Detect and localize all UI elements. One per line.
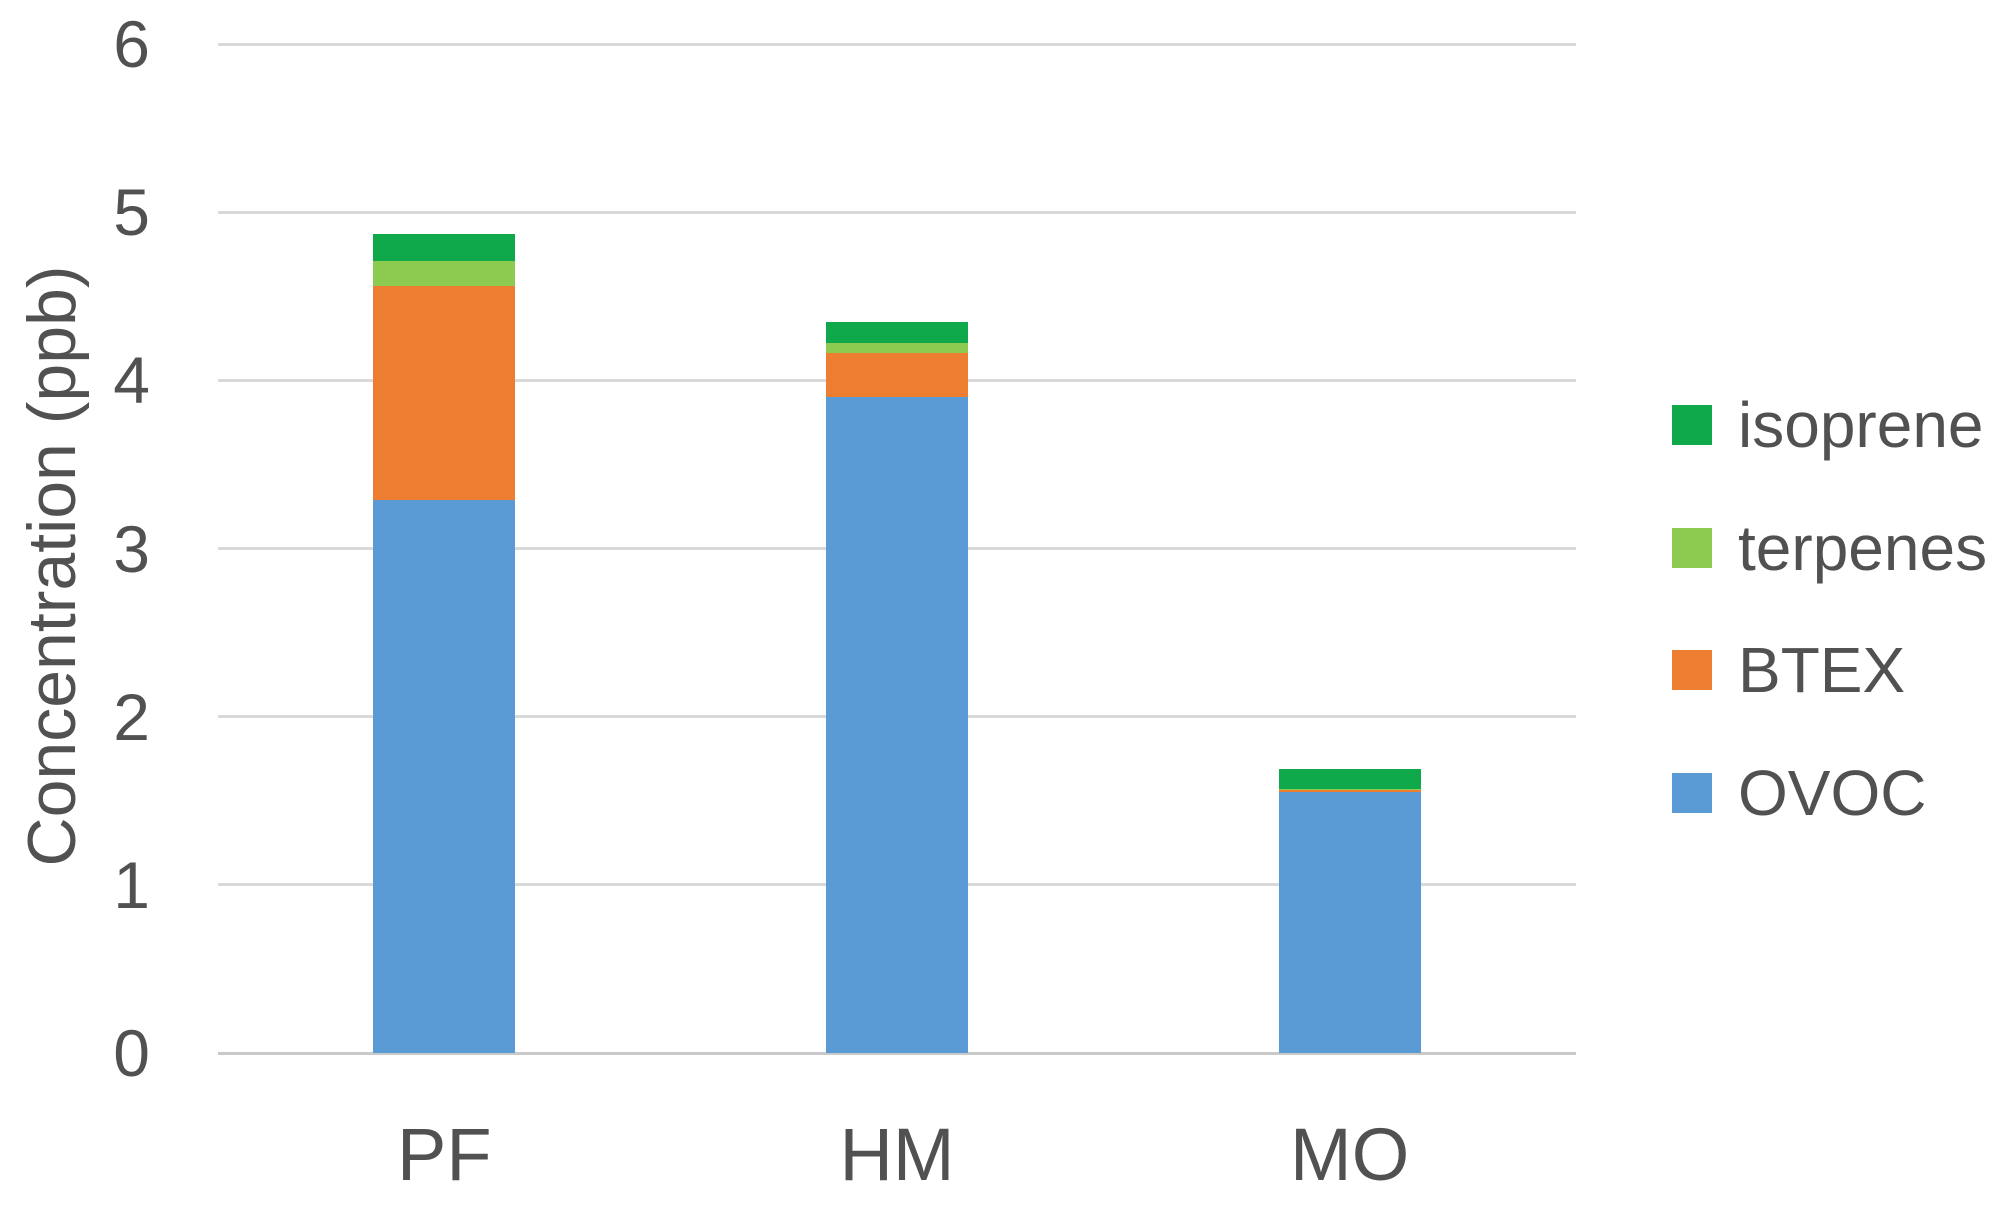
legend-swatch-terpenes (1672, 528, 1712, 568)
x-label-PF: PF (397, 1113, 492, 1196)
y-tick-label-4: 4 (113, 343, 150, 418)
legend-item-isoprene: isoprene (1672, 387, 1984, 463)
legend-swatch-isoprene (1672, 405, 1712, 445)
bar-segment-MO-OVOC (1278, 792, 1421, 1053)
legend-label-isoprene: isoprene (1738, 389, 1984, 461)
y-tick-label-6: 6 (113, 7, 150, 81)
bar-segment-HM-terpenes (826, 342, 968, 354)
legend-label-terpenes: terpenes (1738, 512, 1988, 584)
legend-item-terpenes: terpenes (1672, 510, 1987, 586)
bar-segment-MO-isoprene (1278, 768, 1421, 789)
legend-item-BTEX: BTEX (1672, 632, 1905, 708)
gridline-5 (218, 210, 1576, 214)
gridline-6 (218, 42, 1576, 46)
gridline-0 (218, 1051, 1576, 1055)
bar-segment-PF-BTEX (373, 286, 516, 500)
legend-swatch-OVOC (1672, 773, 1712, 813)
legend-swatch-BTEX (1672, 650, 1712, 690)
bar-segment-HM-isoprene (826, 322, 968, 343)
legend-item-OVOC: OVOC (1672, 755, 1926, 831)
legend-label-BTEX: BTEX (1738, 634, 1906, 706)
bar-segment-HM-OVOC (826, 397, 968, 1053)
x-label-MO: MO (1290, 1113, 1410, 1196)
bar-segment-MO-BTEX (1278, 789, 1421, 793)
bar-segment-MO-terpenes (1278, 789, 1421, 790)
y-tick-label-1: 1 (113, 847, 150, 922)
x-label-HM: HM (839, 1113, 955, 1196)
y-tick-label-5: 5 (113, 175, 150, 250)
legend-label-OVOC: OVOC (1738, 757, 1927, 829)
bar-HM (826, 322, 968, 1053)
y-tick-label-0: 0 (113, 1016, 150, 1090)
bar-segment-PF-terpenes (373, 260, 516, 287)
y-tick-label-3: 3 (113, 511, 150, 586)
bar-PF (373, 234, 516, 1053)
y-tick-label-2: 2 (113, 679, 150, 754)
bar-segment-HM-BTEX (826, 353, 968, 398)
bar-segment-PF-isoprene (373, 234, 516, 261)
bar-MO (1278, 768, 1421, 1053)
bar-segment-PF-OVOC (373, 499, 516, 1053)
